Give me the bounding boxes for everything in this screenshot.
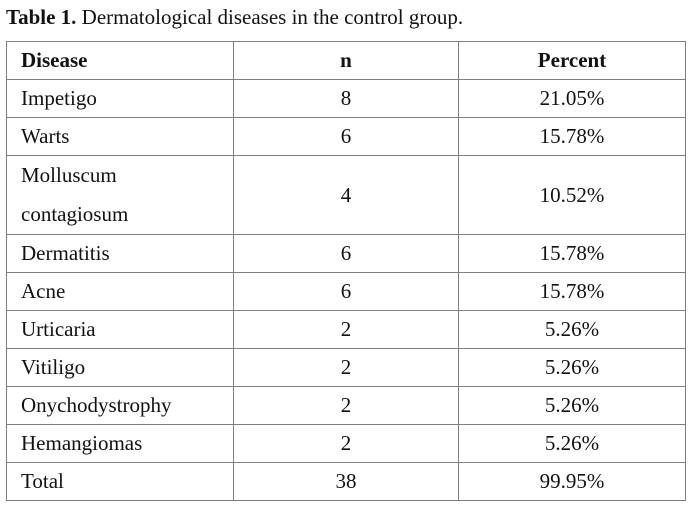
caption-text: Dermatological diseases in the control g… bbox=[81, 5, 464, 29]
table-row: Impetigo 8 21.05% bbox=[6, 79, 686, 118]
table-row: Acne 6 15.78% bbox=[6, 272, 686, 311]
total-row: Total 38 99.95% bbox=[6, 462, 686, 501]
percent-cell: 10.52% bbox=[458, 155, 686, 235]
total-label-cell: Total bbox=[6, 462, 234, 501]
table-row: Dermatitis 6 15.78% bbox=[6, 234, 686, 273]
disease-name-line-1: Molluscum bbox=[21, 163, 117, 187]
percent-cell: 15.78% bbox=[458, 272, 686, 311]
n-cell: 2 bbox=[233, 386, 459, 425]
disease-cell: Acne bbox=[6, 272, 234, 311]
header-disease: Disease bbox=[6, 41, 234, 80]
header-row: Disease n Percent bbox=[6, 41, 686, 80]
disease-table: Disease n Percent Impetigo 8 21.05% Wart… bbox=[6, 41, 686, 501]
total-percent-cell: 99.95% bbox=[458, 462, 686, 501]
disease-cell: Impetigo bbox=[6, 79, 234, 118]
disease-cell: Onychodystrophy bbox=[6, 386, 234, 425]
header-n: n bbox=[233, 41, 459, 80]
n-cell: 8 bbox=[233, 79, 459, 118]
percent-cell: 5.26% bbox=[458, 424, 686, 463]
disease-cell: Molluscum contagiosum bbox=[6, 155, 234, 235]
table-row: Urticaria 2 5.26% bbox=[6, 310, 686, 349]
n-cell: 4 bbox=[233, 155, 459, 235]
percent-cell: 15.78% bbox=[458, 234, 686, 273]
table-row: Onychodystrophy 2 5.26% bbox=[6, 386, 686, 425]
percent-cell: 5.26% bbox=[458, 348, 686, 387]
caption-label: Table 1. bbox=[6, 5, 77, 29]
percent-cell: 15.78% bbox=[458, 117, 686, 156]
table-row: Warts 6 15.78% bbox=[6, 117, 686, 156]
header-percent: Percent bbox=[458, 41, 686, 80]
table-row: Vitiligo 2 5.26% bbox=[6, 348, 686, 387]
total-n-cell: 38 bbox=[233, 462, 459, 501]
percent-cell: 5.26% bbox=[458, 386, 686, 425]
n-cell: 2 bbox=[233, 310, 459, 349]
n-cell: 6 bbox=[233, 272, 459, 311]
table-row: Hemangiomas 2 5.26% bbox=[6, 424, 686, 463]
table-caption: Table 1. Dermatological diseases in the … bbox=[6, 4, 463, 30]
percent-cell: 21.05% bbox=[458, 79, 686, 118]
disease-name-line-2: contagiosum bbox=[21, 202, 129, 226]
n-cell: 6 bbox=[233, 234, 459, 273]
n-cell: 2 bbox=[233, 348, 459, 387]
disease-cell: Urticaria bbox=[6, 310, 234, 349]
disease-cell: Vitiligo bbox=[6, 348, 234, 387]
disease-cell: Dermatitis bbox=[6, 234, 234, 273]
table-row: Molluscum contagiosum 4 10.52% bbox=[6, 155, 686, 235]
n-cell: 6 bbox=[233, 117, 459, 156]
disease-cell: Warts bbox=[6, 117, 234, 156]
percent-cell: 5.26% bbox=[458, 310, 686, 349]
disease-cell: Hemangiomas bbox=[6, 424, 234, 463]
n-cell: 2 bbox=[233, 424, 459, 463]
